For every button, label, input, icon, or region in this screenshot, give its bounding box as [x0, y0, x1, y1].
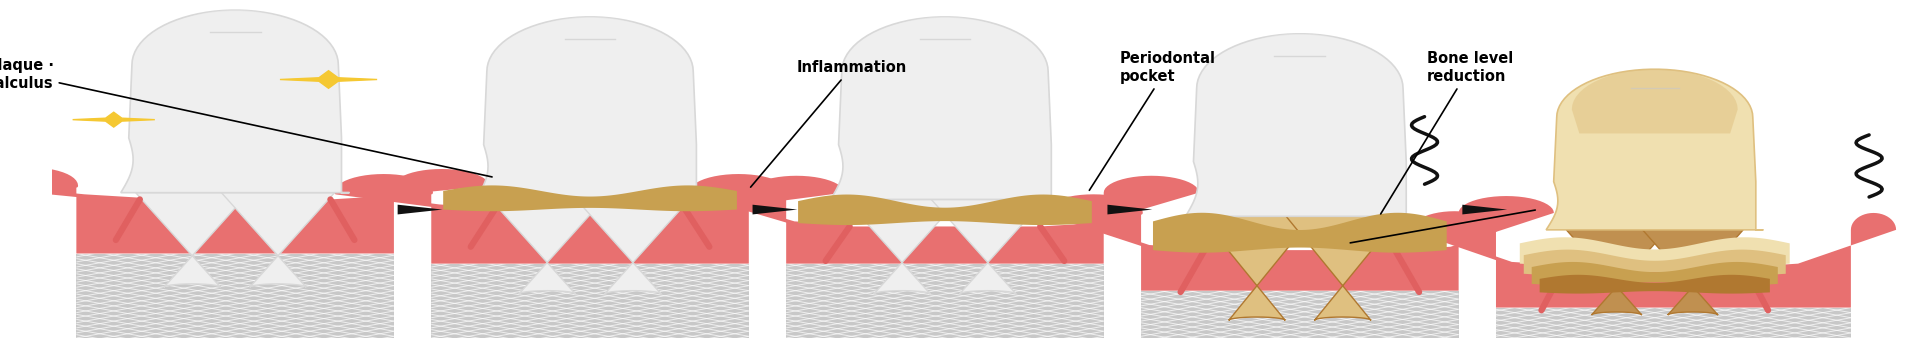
Polygon shape: [1108, 205, 1152, 214]
Polygon shape: [1046, 196, 1553, 291]
Polygon shape: [785, 264, 1104, 338]
Polygon shape: [931, 199, 1044, 294]
Polygon shape: [845, 199, 958, 294]
Polygon shape: [503, 17, 678, 90]
Polygon shape: [831, 17, 1060, 199]
Polygon shape: [691, 176, 1198, 264]
Polygon shape: [1286, 216, 1400, 320]
Polygon shape: [1540, 275, 1770, 294]
Text: Bone level
reduction: Bone level reduction: [1380, 51, 1513, 214]
Polygon shape: [1567, 230, 1667, 315]
Polygon shape: [77, 254, 394, 338]
Polygon shape: [148, 10, 323, 83]
Polygon shape: [432, 264, 749, 338]
Polygon shape: [1644, 230, 1743, 315]
Polygon shape: [121, 10, 349, 193]
Polygon shape: [858, 17, 1033, 90]
Polygon shape: [444, 186, 737, 211]
Polygon shape: [73, 112, 156, 127]
Polygon shape: [1496, 308, 1851, 338]
Polygon shape: [576, 199, 689, 294]
Polygon shape: [1521, 237, 1789, 265]
Polygon shape: [336, 176, 845, 264]
Polygon shape: [799, 195, 1092, 225]
Polygon shape: [1524, 250, 1786, 275]
Polygon shape: [492, 199, 603, 294]
Polygon shape: [1463, 205, 1507, 214]
Polygon shape: [1140, 291, 1459, 338]
Text: plaque ·
calculus: plaque · calculus: [0, 58, 492, 177]
Polygon shape: [1185, 34, 1415, 216]
Polygon shape: [1532, 262, 1778, 285]
Text: Periodontal
pocket: Periodontal pocket: [1089, 51, 1215, 190]
Polygon shape: [136, 193, 250, 287]
Polygon shape: [1213, 34, 1386, 107]
Polygon shape: [476, 17, 705, 199]
Polygon shape: [1200, 216, 1313, 320]
Text: Inflammation: Inflammation: [751, 60, 906, 187]
Polygon shape: [1546, 69, 1763, 230]
Polygon shape: [1572, 69, 1738, 134]
Polygon shape: [280, 71, 376, 88]
Polygon shape: [221, 193, 334, 287]
Polygon shape: [0, 169, 490, 254]
Polygon shape: [1154, 213, 1446, 253]
Polygon shape: [753, 205, 797, 214]
Polygon shape: [397, 205, 442, 214]
Polygon shape: [1413, 213, 1897, 308]
